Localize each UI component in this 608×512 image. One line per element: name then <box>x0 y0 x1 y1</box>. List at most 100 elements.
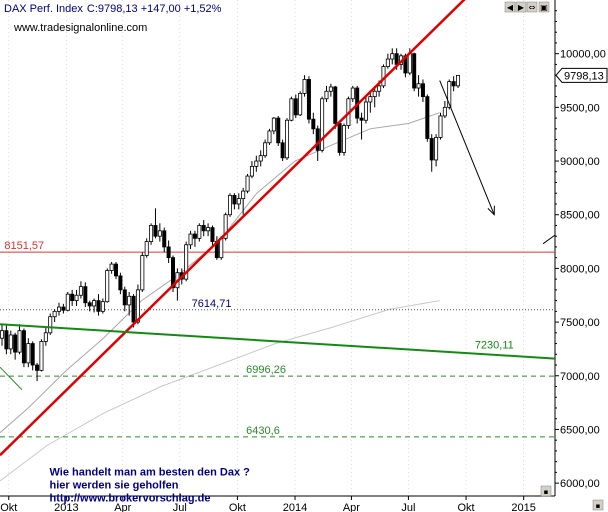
candle-body <box>302 79 307 94</box>
candle-body <box>315 128 320 151</box>
candle-body <box>359 117 364 121</box>
trendlines-layer <box>0 0 556 457</box>
candle-body <box>280 142 285 159</box>
candle-body <box>447 81 452 108</box>
svg-text:▪: ▪ <box>596 502 601 510</box>
candle-body <box>298 93 303 116</box>
candle-body <box>118 275 123 291</box>
price-scroll-handle[interactable]: ▪ <box>540 485 552 497</box>
candle-body <box>258 155 263 162</box>
x-tick-label: Okt <box>0 502 17 512</box>
candle-body <box>105 270 110 303</box>
candle-body <box>267 130 272 144</box>
candle-body <box>188 233 193 246</box>
level-label: 6430,6 <box>246 425 280 437</box>
candle-body <box>337 123 342 153</box>
candle-body <box>70 293 75 302</box>
candle-body <box>245 175 250 192</box>
y-tick-label: 7500,00 <box>560 317 600 329</box>
candle-body <box>241 190 246 200</box>
candle-body <box>442 106 447 117</box>
candle-body <box>206 227 211 232</box>
candle-body <box>171 257 176 289</box>
time-scroll-handle[interactable]: ▪ <box>592 499 604 511</box>
candle-body <box>271 117 276 132</box>
svg-text:▣: ▣ <box>540 3 548 12</box>
candle-body <box>92 300 97 307</box>
candle-body <box>368 96 373 103</box>
candle-body <box>83 286 88 304</box>
annotation-line-3: http://www.brokervorschlag.de <box>49 493 210 505</box>
candle-body <box>324 90 329 100</box>
candle-body <box>416 83 421 89</box>
candle-body <box>197 225 202 239</box>
symbol-label: DAX Perf. Index <box>4 3 83 15</box>
candle-body <box>263 142 268 157</box>
candle-body <box>390 53 395 60</box>
candle-body <box>114 263 119 277</box>
x-tick-label: Okt <box>457 502 474 512</box>
candle-body <box>289 98 294 121</box>
candle-body <box>429 138 434 161</box>
x-tick-label: Apr <box>114 502 131 512</box>
horizontal-levels-layer <box>0 251 555 438</box>
candle-body <box>61 306 66 311</box>
trendline <box>0 0 466 457</box>
candle-body <box>157 230 162 237</box>
level-label: 6996,26 <box>246 364 286 376</box>
watermark: www.tradesignalonline.com <box>13 22 147 34</box>
candle-body <box>48 316 53 334</box>
trendline <box>0 323 556 360</box>
y-tick-label: 8500,00 <box>560 210 600 222</box>
last-value-label: 9798,13 <box>564 70 604 82</box>
candle-body <box>13 334 18 353</box>
annotation-line-1: Wie handelt man am besten den Dax ? <box>49 467 250 479</box>
candle-body <box>223 214 228 239</box>
candle-body <box>372 90 377 98</box>
candle-body <box>320 98 325 151</box>
candle-body <box>333 86 338 124</box>
y-tick-label: 9500,00 <box>560 102 600 114</box>
candle-body <box>438 115 443 138</box>
short-trend-segment <box>0 366 23 391</box>
arrows-layer <box>439 80 556 245</box>
candle-body <box>394 53 399 65</box>
y-tick-label: 7000,00 <box>560 371 600 383</box>
candle-body <box>456 74 461 87</box>
candle-body <box>363 101 368 121</box>
candle-body <box>219 237 224 259</box>
x-tick-label: Apr <box>343 502 360 512</box>
scroll-right-button[interactable]: ▶ <box>515 1 527 13</box>
candle-body <box>328 86 333 92</box>
candle-body <box>166 246 171 259</box>
annotation-line-2: hier werden sie geholfen <box>49 480 178 492</box>
plot-background <box>0 0 555 496</box>
candle-body <box>285 119 290 159</box>
grid-layer <box>8 0 524 496</box>
candle-body <box>78 286 83 296</box>
scroll-left-button[interactable]: ◀ <box>504 1 516 13</box>
svg-text:◀: ◀ <box>507 3 514 12</box>
candle-body <box>135 289 140 323</box>
candle-body <box>425 96 430 139</box>
candle-body <box>276 117 281 144</box>
candle-body <box>210 227 215 242</box>
candle-body <box>293 98 298 116</box>
candle-body <box>350 87 355 100</box>
x-tick-label: Jul <box>401 502 415 512</box>
candle-body <box>17 330 22 353</box>
candle-body <box>30 343 35 366</box>
expand-button[interactable]: ⇔ <box>526 1 538 13</box>
x-tick-label: Jul <box>173 502 187 512</box>
candle-body <box>131 295 136 323</box>
svg-text:▪: ▪ <box>544 488 549 496</box>
candle-body <box>236 198 241 205</box>
candle-body <box>153 225 158 237</box>
candle-body <box>311 118 316 130</box>
settings-button[interactable]: ▣ <box>538 1 550 13</box>
level-label: 7614,71 <box>192 298 232 310</box>
candle-body <box>228 194 233 216</box>
candle-body <box>342 125 347 153</box>
candle-body <box>377 85 382 92</box>
